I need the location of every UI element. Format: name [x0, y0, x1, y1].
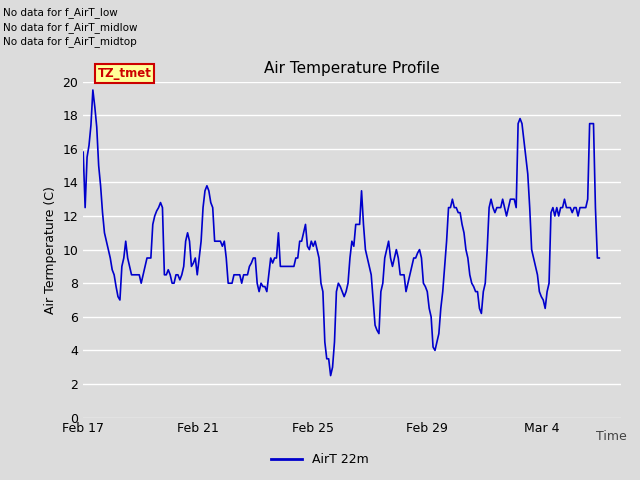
Title: Air Temperature Profile: Air Temperature Profile	[264, 61, 440, 76]
Text: No data for f_AirT_midtop: No data for f_AirT_midtop	[3, 36, 137, 47]
Text: Time: Time	[596, 430, 627, 443]
Text: No data for f_AirT_low: No data for f_AirT_low	[3, 7, 118, 18]
Text: No data for f_AirT_midlow: No data for f_AirT_midlow	[3, 22, 138, 33]
Legend: AirT 22m: AirT 22m	[266, 448, 374, 471]
Y-axis label: Air Termperature (C): Air Termperature (C)	[44, 186, 57, 313]
Text: TZ_tmet: TZ_tmet	[97, 67, 152, 80]
